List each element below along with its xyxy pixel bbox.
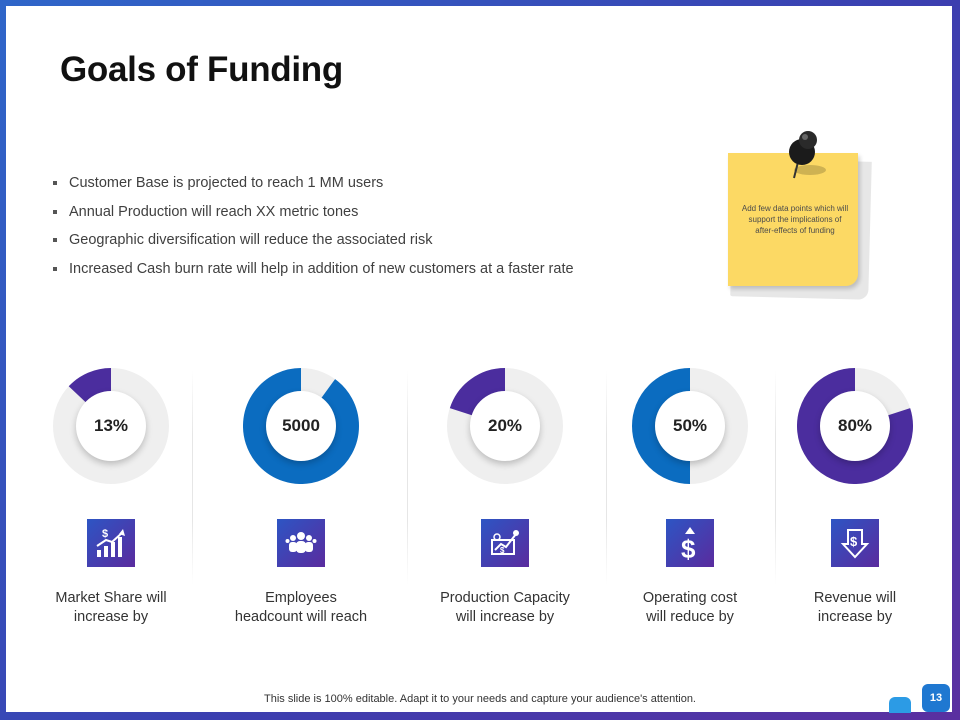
column-divider [192, 370, 193, 585]
metric-label-line: Employees [265, 590, 337, 606]
bullet-item: Increased Cash burn rate will help in ad… [52, 260, 574, 289]
svg-text:$: $ [102, 528, 108, 540]
donut-ring [632, 368, 748, 484]
donut-ring [447, 368, 563, 484]
slide-title: Goals of Funding [60, 50, 343, 89]
slide: Goals of Funding Customer Base is projec… [6, 6, 952, 712]
svg-text:$: $ [850, 534, 858, 549]
donut-ring [243, 368, 359, 484]
metric-value: 80% [820, 391, 890, 461]
footer-note: This slide is 100% editable. Adapt it to… [264, 693, 696, 705]
sticky-note-text: Add few data points which will support t… [741, 204, 849, 236]
metric-label-line: Production Capacity [440, 590, 570, 606]
metric-value: 13% [76, 391, 146, 461]
donut-fill-arc [632, 368, 691, 484]
metric-label-line: Revenue will [813, 590, 897, 606]
column-divider [407, 370, 408, 585]
bullet-item: Geographic diversification will reduce t… [52, 231, 574, 260]
bullet-item: Annual Production will reach XX metric t… [52, 203, 574, 232]
donut-fill-arc [449, 368, 506, 417]
donut-ring [797, 368, 913, 484]
donut-ring [53, 368, 169, 484]
people-group-icon [277, 519, 325, 567]
production-chart-icon: $ [481, 519, 529, 567]
metric-label: Operating cost will reduce by [605, 589, 775, 627]
metric-label: Production Capacity will increase by [420, 589, 590, 627]
donut-fill-arc [68, 368, 112, 404]
metric-label-line: increase by [73, 609, 149, 625]
page-number-badge: 13 [922, 684, 950, 712]
metric-label-line: headcount will reach [234, 609, 368, 625]
column-divider [606, 370, 607, 585]
donut-fill-arc [797, 368, 913, 484]
metric-label-line: Operating cost [642, 590, 738, 606]
growth-chart-dollar-icon: $ [87, 519, 135, 567]
dollar-up-arrow-icon: $ [666, 519, 714, 567]
sticky-note [728, 153, 858, 286]
push-pin-icon [789, 131, 826, 179]
metric-label-line: will reduce by [646, 609, 734, 625]
svg-text:$: $ [500, 546, 505, 555]
page-tab-decoration [889, 697, 911, 713]
metric-label: Revenue will increase by [770, 589, 940, 627]
metric-value: 5000 [266, 391, 336, 461]
column-divider [775, 370, 776, 585]
metric-value: 20% [470, 391, 540, 461]
metric-label: Market Share will increase by [26, 589, 196, 627]
donut-fill-arc [243, 368, 359, 484]
svg-text:$: $ [681, 534, 696, 560]
bullet-list: Customer Base is projected to reach 1 MM… [52, 174, 574, 289]
metric-label-line: will increase by [455, 609, 555, 625]
dollar-down-arrow-icon: $ [831, 519, 879, 567]
metric-label: Employees headcount will reach [216, 589, 386, 627]
metric-label-line: increase by [817, 609, 893, 625]
metric-value: 50% [655, 391, 725, 461]
metric-label-line: Market Share will [55, 590, 167, 606]
bullet-item: Customer Base is projected to reach 1 MM… [52, 174, 574, 203]
